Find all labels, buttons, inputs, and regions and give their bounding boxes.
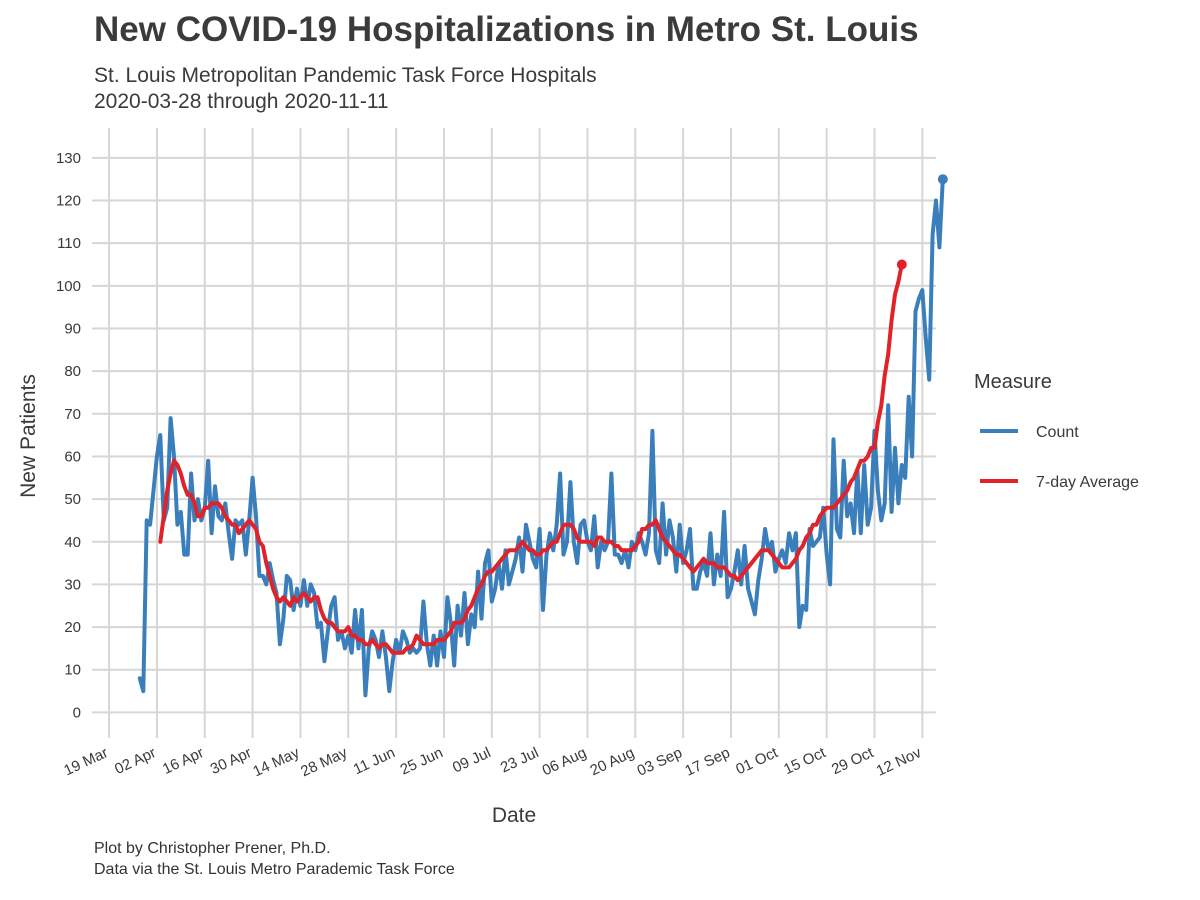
- legend-label-average: 7-day Average: [1036, 474, 1139, 491]
- caption-author: Plot by Christopher Prener, Ph.D.: [94, 840, 331, 857]
- x-tick-label: 25 Jun: [398, 744, 446, 778]
- x-tick-label: 23 Jul: [498, 744, 541, 776]
- y-tick-label: 110: [57, 235, 81, 252]
- y-tick-label: 90: [64, 320, 81, 337]
- x-tick-label: 15 Oct: [781, 744, 829, 778]
- grid-lines: [92, 128, 936, 738]
- y-tick-label: 120: [56, 193, 81, 210]
- y-tick-label: 70: [64, 406, 81, 423]
- count-series-line: [137, 177, 945, 698]
- y-tick-label: 60: [64, 448, 81, 465]
- x-tick-label: 01 Oct: [733, 744, 781, 778]
- y-tick-label: 40: [64, 534, 81, 551]
- y-tick-label: 20: [64, 619, 81, 636]
- x-tick-label: 06 Aug: [540, 744, 590, 779]
- x-tick-label: 11 Jun: [351, 744, 398, 778]
- y-tick-label: 10: [64, 662, 81, 679]
- chart-title: New COVID-19 Hospitalizations in Metro S…: [94, 10, 919, 49]
- x-tick-label: 28 May: [298, 744, 350, 780]
- series-lines: [137, 174, 948, 698]
- x-tick-label: 30 Apr: [208, 744, 254, 778]
- x-tick-label: 03 Sep: [635, 744, 685, 780]
- x-tick-label: 20 Aug: [587, 744, 637, 779]
- chart-subtitle-line-1: St. Louis Metropolitan Pandemic Task For…: [94, 64, 597, 87]
- y-tick-label: 130: [56, 150, 81, 167]
- count-last-point: [937, 174, 948, 185]
- x-tick-label: 16 Apr: [160, 744, 206, 778]
- y-tick-label: 80: [64, 363, 81, 380]
- chart-subtitle-line-2: 2020-03-28 through 2020-11-11: [94, 90, 389, 113]
- x-axis-title: Date: [492, 804, 536, 827]
- x-tick-label: 02 Apr: [112, 744, 158, 778]
- legend-title: Measure: [974, 371, 1052, 393]
- y-axis-tick-labels: 0 10 20 30 40 50 60 70 80 90 100 110 120 130: [56, 150, 81, 722]
- legend: Measure Count 7-day Average: [974, 371, 1139, 491]
- x-tick-label: 12 Nov: [874, 744, 925, 780]
- average-last-point: [896, 259, 907, 270]
- caption-source: Data via the St. Louis Metro Parademic T…: [94, 861, 455, 878]
- x-tick-label: 19 Mar: [61, 744, 110, 779]
- x-tick-label: 29 Oct: [829, 744, 877, 778]
- x-tick-label: 14 May: [250, 744, 302, 780]
- y-tick-label: 50: [64, 491, 81, 508]
- y-tick-label: 0: [73, 704, 81, 721]
- average-series-line: [158, 262, 904, 655]
- y-axis-title: New Patients: [17, 374, 40, 498]
- y-tick-label: 100: [56, 278, 81, 295]
- x-tick-label: 09 Jul: [450, 744, 493, 776]
- legend-label-count: Count: [1036, 424, 1079, 441]
- x-tick-label: 17 Sep: [682, 744, 732, 780]
- y-tick-label: 30: [64, 576, 81, 593]
